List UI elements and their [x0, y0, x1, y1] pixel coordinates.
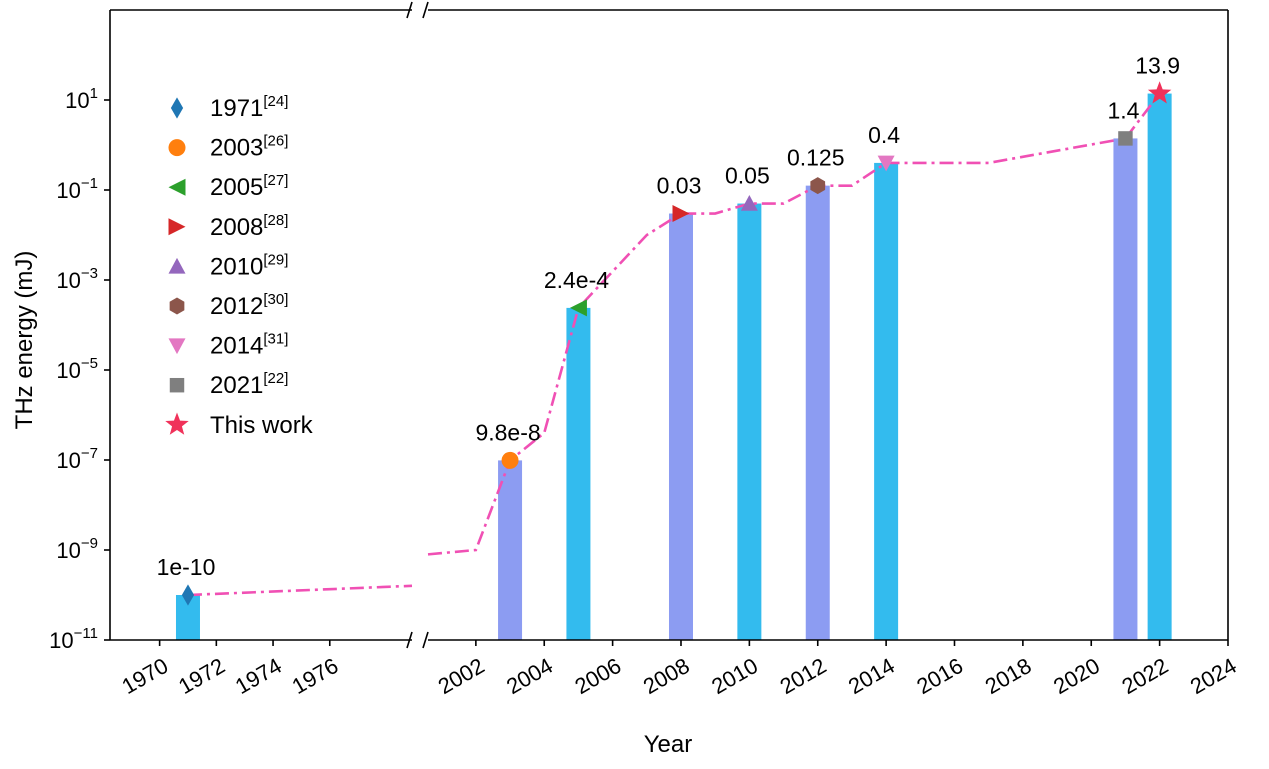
data-label-2022: 13.9	[1135, 53, 1180, 79]
axis-break-mark-1-bottom	[406, 631, 413, 649]
x-tick-label: 1972	[174, 653, 229, 699]
bar-2008	[668, 213, 693, 640]
x-tick-label: 2008	[639, 653, 694, 699]
x-tick-label: 2014	[844, 653, 899, 699]
data-label-2003: 9.8e-8	[475, 419, 540, 445]
marker-2012	[810, 177, 826, 195]
bar-2010	[737, 203, 762, 640]
x-tick-label: 2022	[1117, 653, 1172, 699]
marker-2021	[1118, 131, 1133, 146]
y-tick-label: 10−5	[56, 355, 98, 383]
data-label-2014: 0.4	[868, 122, 900, 148]
trend-line-segment-1	[187, 584, 413, 597]
x-tick-label: 2018	[981, 653, 1036, 699]
legend-label-3: 2008[28]	[210, 212, 288, 241]
marker-2010	[740, 195, 758, 211]
x-tick-label: 1976	[288, 653, 343, 699]
y-tick-label: 101	[65, 85, 98, 113]
x-tick-label: 2024	[1186, 653, 1241, 699]
bar-2014	[874, 162, 899, 641]
bar-2005	[566, 307, 591, 640]
x-tick-label: 2010	[707, 653, 762, 699]
x-tick-label: 2012	[776, 653, 831, 699]
marker-2003	[501, 451, 519, 469]
bars-group	[175, 93, 1172, 641]
data-label-2005: 2.4e-4	[544, 267, 609, 293]
y-axis-title: THz energy (mJ)	[11, 251, 38, 430]
marker-2022	[1147, 81, 1172, 104]
legend-label-1: 2003[26]	[210, 133, 288, 162]
marker-2005	[569, 299, 587, 317]
legend-label-6: 2014[31]	[210, 331, 288, 360]
data-label-1971: 1e-10	[157, 554, 216, 580]
x-tick-label: 2016	[912, 653, 967, 699]
axis-break-mark-2-top	[422, 1, 429, 19]
x-tick-label: 2020	[1049, 653, 1104, 699]
y-tick-label: 10−3	[56, 265, 98, 293]
legend-label-0: 1971[24]	[210, 93, 288, 122]
legend-label-2: 2005[27]	[210, 172, 288, 201]
axis-break-mark-1-top	[406, 1, 413, 19]
marker-1971	[181, 584, 195, 606]
bar-2021	[1113, 138, 1138, 640]
bar-2003	[498, 460, 523, 640]
legend-marker-2	[168, 178, 186, 196]
x-tick-label: 1974	[231, 653, 286, 699]
legend-marker-0	[170, 97, 184, 119]
trend-line-group	[187, 92, 1161, 597]
legend-marker-3	[168, 218, 186, 236]
x-axis-title: Year	[644, 731, 693, 758]
x-tick-label: 2002	[434, 653, 489, 699]
axis-break-mark-2-bottom	[422, 631, 429, 649]
data-label-2010: 0.05	[725, 163, 770, 189]
legend-marker-5	[169, 297, 185, 315]
x-tick-label: 1970	[117, 653, 172, 699]
legend-marker-6	[168, 338, 186, 355]
legend-label-4: 2010[29]	[210, 251, 288, 280]
bar-2012	[805, 185, 830, 641]
x-tick-label: 2004	[502, 653, 557, 699]
legend-label-5: 2012[30]	[210, 291, 288, 320]
marker-2008	[672, 205, 690, 223]
points-group: 1e-10 9.8e-8 2.4e-4 0.03 0.05 0.125 0.4 1.4 13.9	[157, 53, 1180, 606]
legend-marker-7	[169, 377, 185, 393]
data-label-2012: 0.125	[787, 145, 845, 171]
y-tick-label: 10−11	[49, 625, 98, 653]
legend-label-8: This work	[210, 412, 314, 439]
legend-marker-8	[165, 412, 189, 435]
data-label-2008: 0.03	[657, 173, 702, 199]
bar-2022	[1147, 93, 1172, 640]
legend-marker-1	[168, 139, 186, 157]
legend-marker-4	[168, 257, 186, 274]
x-tick-label: 2006	[570, 653, 625, 699]
marker-2014	[877, 155, 895, 172]
y-tick-label: 10−9	[56, 535, 98, 563]
y-tick-label: 10−1	[56, 175, 98, 203]
legend-label-7: 2021[22]	[210, 370, 288, 399]
data-label-2021: 1.4	[1107, 97, 1139, 123]
legend: 1971[24] 2003[26] 2005[27] 2008[28] 2010[29]…	[165, 93, 314, 439]
y-tick-label: 10−7	[56, 445, 98, 473]
trend-line-segment-2	[427, 92, 1161, 556]
